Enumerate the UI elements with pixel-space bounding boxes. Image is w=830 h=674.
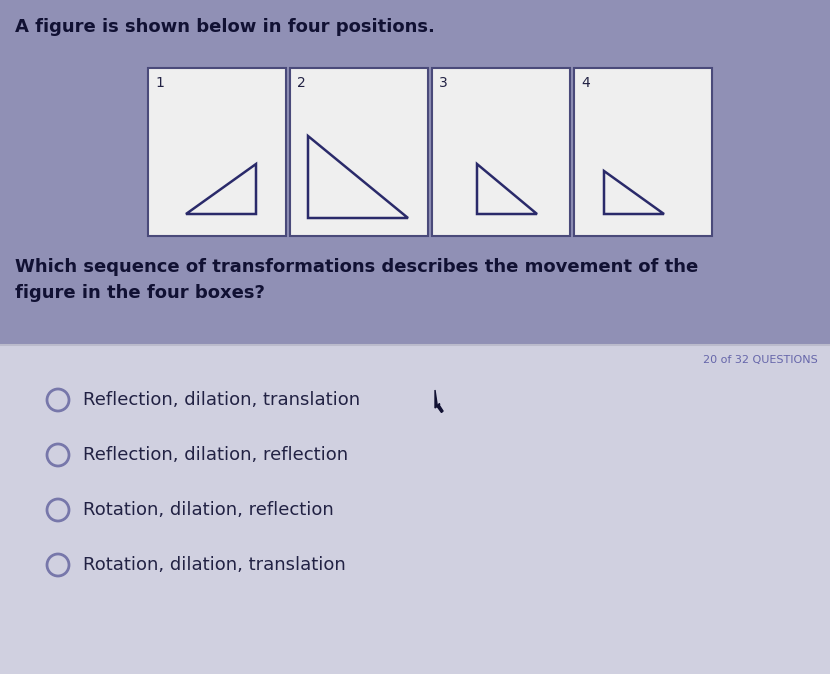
- Polygon shape: [435, 390, 443, 412]
- Text: 4: 4: [581, 76, 590, 90]
- Text: Reflection, dilation, translation: Reflection, dilation, translation: [83, 391, 360, 409]
- Bar: [0, 345, 830, 674]
- Bar: [0, 0, 830, 345]
- Text: 3: 3: [439, 76, 447, 90]
- Text: 2: 2: [297, 76, 305, 90]
- Bar: [432, 68, 570, 236]
- Text: Rotation, dilation, translation: Rotation, dilation, translation: [83, 556, 346, 574]
- Bar: [290, 68, 428, 236]
- Bar: [574, 68, 712, 236]
- Bar: [148, 68, 286, 236]
- Text: Rotation, dilation, reflection: Rotation, dilation, reflection: [83, 501, 334, 519]
- Text: Reflection, dilation, reflection: Reflection, dilation, reflection: [83, 446, 348, 464]
- Text: A figure is shown below in four positions.: A figure is shown below in four position…: [15, 18, 435, 36]
- Text: 1: 1: [155, 76, 164, 90]
- Text: 20 of 32 QUESTIONS: 20 of 32 QUESTIONS: [703, 355, 818, 365]
- Text: Which sequence of transformations describes the movement of the
figure in the fo: Which sequence of transformations descri…: [15, 258, 698, 303]
